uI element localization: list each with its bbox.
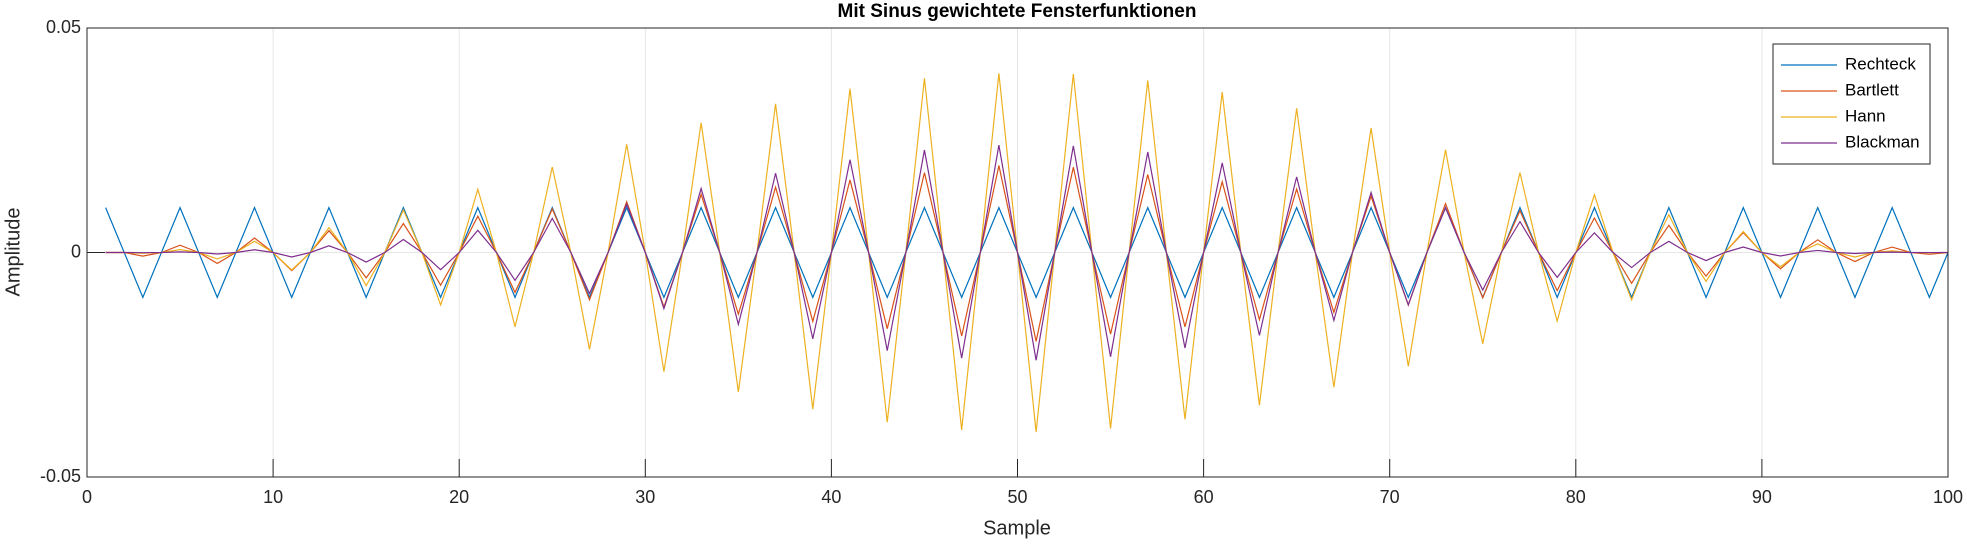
y-axis-label: Amplitude bbox=[2, 208, 24, 297]
x-axis-label: Sample bbox=[983, 517, 1051, 539]
x-tick-label: 70 bbox=[1380, 487, 1400, 507]
x-tick-label: 40 bbox=[821, 487, 841, 507]
x-tick-label: 20 bbox=[449, 487, 469, 507]
x-tick-label: 10 bbox=[263, 487, 283, 507]
y-tick-label: 0 bbox=[71, 241, 81, 261]
x-tick-label: 30 bbox=[635, 487, 655, 507]
legend-label: Rechteck bbox=[1845, 54, 1916, 73]
x-tick-label: 0 bbox=[82, 487, 92, 507]
data-line bbox=[105, 165, 1949, 342]
x-tick-label: 100 bbox=[1933, 487, 1963, 507]
data-line bbox=[105, 73, 1949, 433]
chart-title: Mit Sinus gewichtete Fensterfunktionen bbox=[838, 1, 1197, 22]
legend-label: Hann bbox=[1845, 106, 1886, 125]
x-tick-label: 80 bbox=[1566, 487, 1586, 507]
legend-label: Bartlett bbox=[1845, 80, 1899, 99]
x-tick-label: 60 bbox=[1194, 487, 1214, 507]
y-tick-label: 0.05 bbox=[46, 17, 81, 37]
x-tick-label: 50 bbox=[1007, 487, 1027, 507]
legend-label: Blackman bbox=[1845, 132, 1920, 151]
data-line bbox=[105, 145, 1949, 361]
y-tick-label: -0.05 bbox=[40, 466, 81, 486]
legend-box bbox=[1772, 43, 1931, 165]
x-tick-label: 90 bbox=[1752, 487, 1772, 507]
